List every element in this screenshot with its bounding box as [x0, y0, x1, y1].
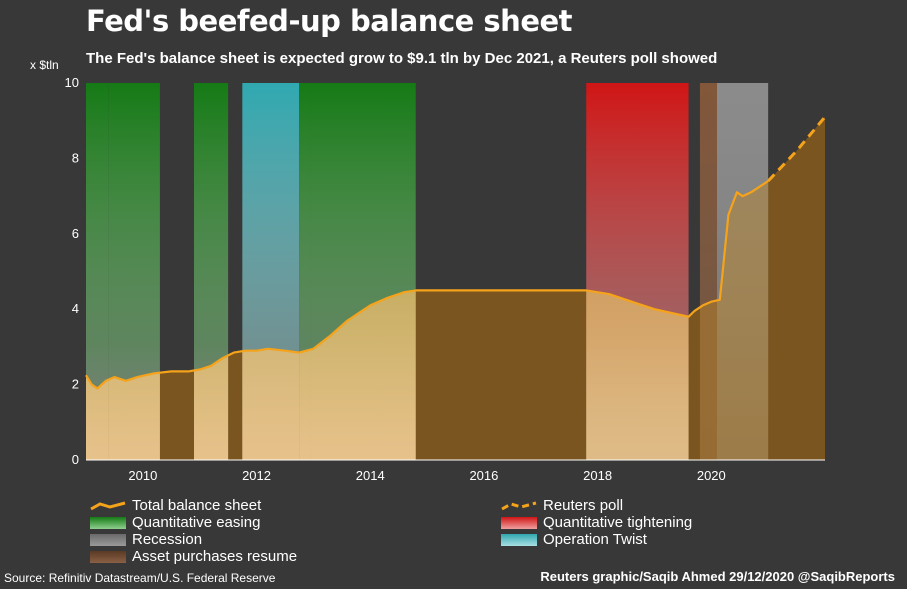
legend-label-asset: Asset purchases resume [132, 548, 298, 565]
band-asset-7 [699, 83, 717, 460]
band-qe-0 [86, 83, 109, 460]
legend-item-qe: Quantitative easing [90, 514, 260, 531]
x-tick-2010: 2010 [128, 468, 157, 483]
legend-label-poll: Reuters poll [543, 497, 624, 514]
y-tick-4: 4 [72, 301, 79, 316]
legend-item-total: Total balance sheet [90, 497, 261, 514]
legend-label-qt: Quantitative tightening [543, 514, 693, 531]
x-tick-2020: 2020 [697, 468, 726, 483]
legend-label-total: Total balance sheet [132, 497, 262, 514]
legend-label-twist: Operation Twist [543, 531, 647, 548]
legend-item-qt: Quantitative tightening [501, 514, 692, 531]
x-tick-2012: 2012 [242, 468, 271, 483]
legend-item-asset: Asset purchases resume [90, 548, 297, 565]
legend-label-qe: Quantitative easing [132, 514, 261, 531]
chart-subtitle: The Fed's balance sheet is expected grow… [86, 50, 718, 67]
band-recession-8 [716, 83, 769, 460]
legend-swatch-recession [90, 533, 126, 546]
x-tick-2014: 2014 [356, 468, 385, 483]
x-tick-2018: 2018 [583, 468, 612, 483]
legend-swatch-total [90, 501, 126, 510]
x-tick-2016: 2016 [469, 468, 498, 483]
legend-swatch-asset [90, 550, 126, 563]
y-tick-6: 6 [72, 226, 79, 241]
series-total-balance-sheet [85, 180, 769, 390]
legend-item-recession: Recession [90, 531, 202, 548]
chart-title: Fed's beefed-up balance sheet [86, 4, 573, 38]
legend-swatch-qe [90, 516, 126, 529]
y-tick-8: 8 [72, 150, 79, 165]
legend-swatch-qt [501, 516, 537, 529]
y-tick-0: 0 [72, 452, 79, 467]
legend-item-twist: Operation Twist [501, 531, 647, 548]
y-tick-2: 2 [72, 377, 79, 392]
credit-note: Reuters graphic/Saqib Ahmed 29/12/2020 @… [540, 569, 895, 584]
source-note: Source: Refinitiv Datastream/U.S. Federa… [4, 571, 276, 585]
band-qe-4 [299, 83, 311, 460]
y-tick-10: 10 [65, 75, 79, 90]
legend-label-recession: Recession [132, 531, 203, 548]
legend-item-poll: Reuters poll [501, 497, 623, 514]
legend-swatch-twist [501, 533, 537, 546]
legend-swatch-poll [501, 501, 537, 510]
y-axis-unit: x $tln [30, 58, 59, 72]
